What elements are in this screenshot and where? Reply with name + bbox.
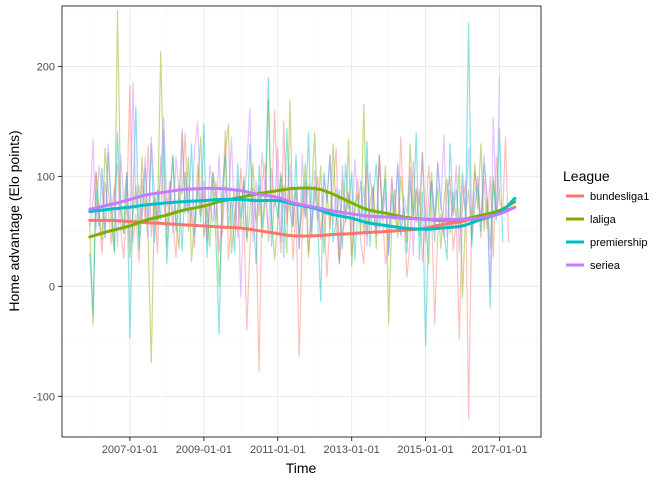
x-tick-label: 2007-01-01 [102,444,158,456]
y-axis-title: Home advantage (Elo points) [6,130,22,311]
legend-title: League [563,168,610,184]
smooth-line-seriea [88,186,517,221]
x-axis-ticks: 2007-01-01 2009-01-01 2011-01-01 2013-01-01… [102,437,528,456]
x-tick-label: 2011-01-01 [250,444,305,456]
raw-line-premiership [89,22,504,346]
legend: League bundesliga1 laliga premiership serie… [563,168,649,272]
y-axis-ticks: -100 0 100 200 [33,61,62,403]
x-tick-label: 2013-01-01 [324,444,380,456]
x-tick-label: 2009-01-01 [176,444,232,456]
smooth-series-lines [88,186,517,239]
y-tick-label: 0 [49,281,55,293]
x-tick-label: 2015-01-01 [397,444,453,456]
legend-item-seriea: seriea [566,260,621,272]
legend-label-premiership: premiership [590,237,647,249]
raw-line-seriea [89,77,501,298]
y-tick-label: 200 [37,61,55,73]
x-tick-label: 2017-01-01 [471,444,527,456]
legend-items: bundesliga1 laliga premiership seriea [566,191,649,272]
legend-item-premiership: premiership [566,237,647,249]
major-gridlines [62,6,541,437]
legend-label-seriea: seriea [590,260,621,272]
y-tick-label: -100 [33,391,55,403]
legend-item-bundesliga1: bundesliga1 [566,191,649,203]
x-axis-title: Time [286,460,317,476]
plot-panel-border [61,5,542,438]
legend-label-bundesliga1: bundesliga1 [590,191,649,203]
legend-label-laliga: laliga [590,214,617,226]
y-tick-label: 100 [37,171,55,183]
smooth-line-bundesliga1 [88,205,517,238]
legend-item-laliga: laliga [566,214,617,226]
